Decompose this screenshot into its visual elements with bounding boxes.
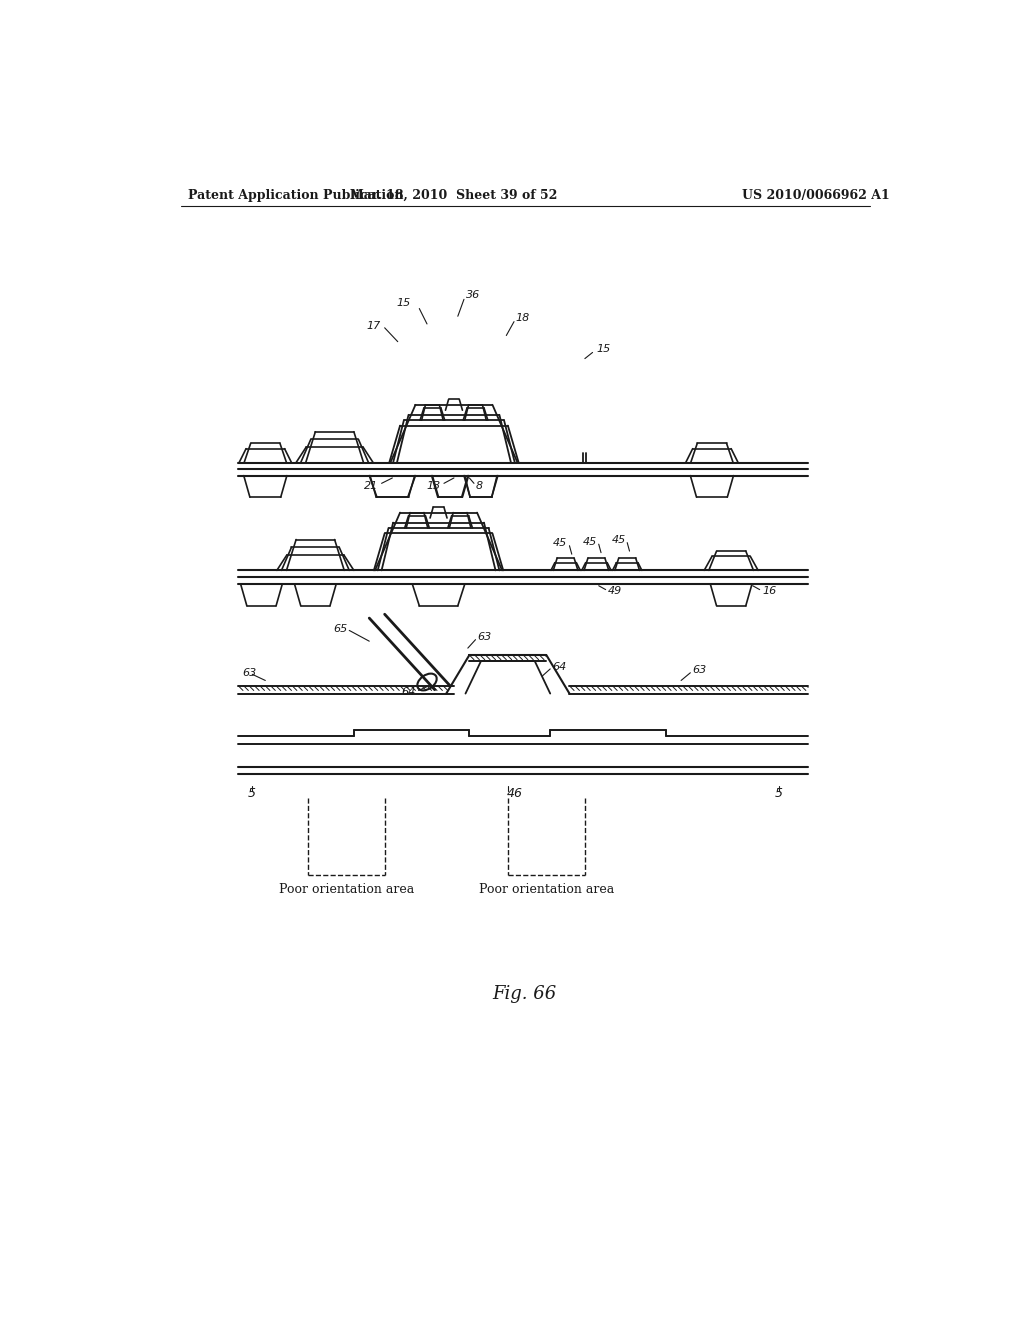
Text: 17: 17 [367,321,381,331]
Text: 45: 45 [553,539,567,548]
Text: 5: 5 [774,787,782,800]
Text: Fig. 66: Fig. 66 [493,985,557,1003]
Text: 16: 16 [762,586,776,597]
Text: 21: 21 [365,480,379,491]
Text: 8: 8 [475,480,482,491]
Text: 46: 46 [506,787,522,800]
Text: 13: 13 [427,480,441,491]
Text: Poor orientation area: Poor orientation area [279,883,414,896]
Text: Mar. 18, 2010  Sheet 39 of 52: Mar. 18, 2010 Sheet 39 of 52 [350,189,558,202]
Text: 63: 63 [243,668,256,677]
Text: 63: 63 [692,665,707,676]
Text: Patent Application Publication: Patent Application Publication [188,189,403,202]
Text: 15: 15 [596,345,610,354]
Text: 15: 15 [396,298,411,308]
Text: 5: 5 [248,787,256,800]
Text: 18: 18 [515,313,529,323]
Text: 64: 64 [553,661,566,672]
Text: US 2010/0066962 A1: US 2010/0066962 A1 [742,189,890,202]
Text: Poor orientation area: Poor orientation area [479,883,614,896]
Text: 45: 45 [611,536,626,545]
Text: 36: 36 [466,290,480,301]
Text: 45: 45 [583,537,597,546]
Text: 63: 63 [477,632,492,643]
Text: 65: 65 [334,624,348,634]
Text: 49: 49 [608,586,623,597]
Text: 64: 64 [401,686,416,697]
